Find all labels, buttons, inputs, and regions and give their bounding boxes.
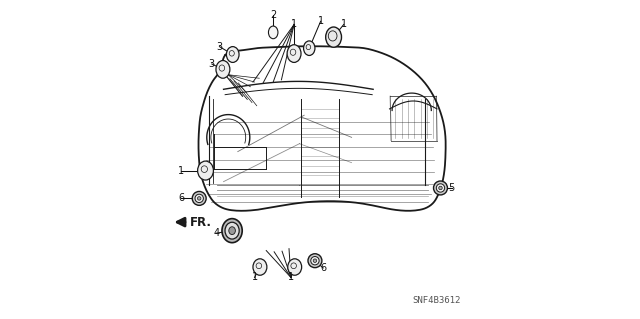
Ellipse shape — [436, 184, 445, 192]
Ellipse shape — [439, 186, 442, 190]
Text: SNF4B3612: SNF4B3612 — [413, 296, 461, 305]
Ellipse shape — [229, 227, 236, 234]
Ellipse shape — [222, 219, 242, 243]
Text: 2: 2 — [270, 10, 276, 20]
Text: 5: 5 — [449, 183, 454, 193]
Text: 3: 3 — [209, 59, 215, 69]
Ellipse shape — [311, 256, 319, 265]
Ellipse shape — [326, 27, 342, 47]
Text: 6: 6 — [179, 193, 184, 204]
Ellipse shape — [303, 41, 315, 56]
Text: 1: 1 — [252, 272, 258, 282]
Ellipse shape — [225, 222, 239, 239]
Text: 1: 1 — [317, 16, 324, 26]
Ellipse shape — [268, 26, 278, 39]
Ellipse shape — [227, 47, 239, 63]
Ellipse shape — [288, 259, 301, 275]
Text: FR.: FR. — [189, 216, 212, 229]
Text: 1: 1 — [179, 166, 184, 175]
Text: 1: 1 — [288, 272, 294, 282]
Text: 1: 1 — [340, 19, 347, 29]
Ellipse shape — [433, 181, 447, 195]
Text: 3: 3 — [216, 41, 223, 52]
Text: 4: 4 — [213, 228, 220, 238]
Text: 6: 6 — [320, 263, 326, 273]
Ellipse shape — [253, 259, 267, 275]
Ellipse shape — [313, 259, 317, 263]
Ellipse shape — [308, 254, 322, 268]
Ellipse shape — [192, 191, 206, 205]
Ellipse shape — [287, 45, 301, 63]
Ellipse shape — [216, 61, 230, 78]
Ellipse shape — [195, 194, 204, 203]
Ellipse shape — [198, 161, 213, 180]
Text: 1: 1 — [291, 19, 297, 29]
Ellipse shape — [198, 197, 201, 200]
